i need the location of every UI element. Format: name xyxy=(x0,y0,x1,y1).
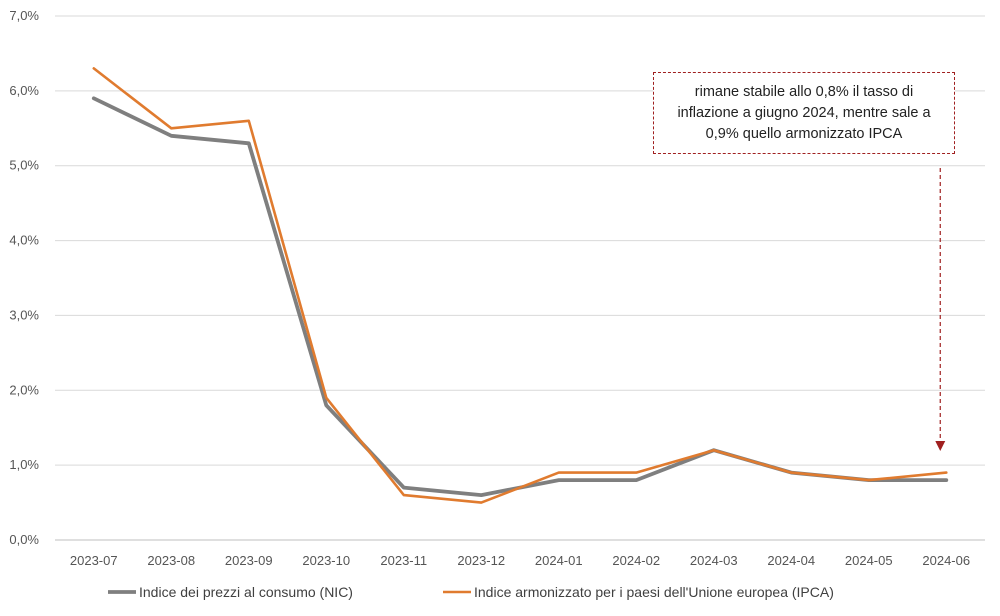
x-tick-label: 2024-04 xyxy=(767,553,815,568)
y-tick-label: 3,0% xyxy=(9,307,39,322)
gridlines xyxy=(55,15,985,541)
y-tick-label: 6,0% xyxy=(9,83,39,98)
legend: Indice dei prezzi al consumo (NIC) Indice… xyxy=(108,584,834,600)
series-line-ipca xyxy=(92,67,948,504)
annotation-box: rimane stabile allo 0,8% il tasso di inf… xyxy=(653,72,955,154)
y-tick-label: 7,0% xyxy=(9,8,39,23)
x-tick-label: 2023-07 xyxy=(70,553,118,568)
x-tick-label: 2023-11 xyxy=(380,553,427,568)
x-tick-label: 2023-08 xyxy=(147,553,195,568)
x-tick-label: 2023-12 xyxy=(457,553,505,568)
legend-label: Indice armonizzato per i paesi dell'Unio… xyxy=(474,584,834,600)
annotation-text: rimane stabile allo 0,8% il tasso di inf… xyxy=(677,83,931,142)
y-tick-label: 4,0% xyxy=(9,233,39,248)
x-tick-label: 2023-09 xyxy=(225,553,273,568)
y-tick-label: 1,0% xyxy=(9,457,39,472)
series-line-nic xyxy=(91,96,949,498)
x-tick-label: 2023-10 xyxy=(302,553,350,568)
y-axis-tick-labels: 0,0% 1,0% 2,0% 3,0% 4,0% 5,0% 6,0% 7,0% xyxy=(9,8,39,547)
y-tick-label: 2,0% xyxy=(9,382,39,397)
x-tick-label: 2024-02 xyxy=(612,553,660,568)
y-tick-label: 5,0% xyxy=(9,158,39,173)
y-tick-label: 0,0% xyxy=(9,532,39,547)
x-tick-label: 2024-03 xyxy=(690,553,738,568)
series-lines xyxy=(91,67,949,504)
x-axis-tick-labels: 2023-07 2023-08 2023-09 2023-10 2023-11 2023-… xyxy=(70,553,970,568)
legend-label: Indice dei prezzi al consumo (NIC) xyxy=(139,584,353,600)
x-tick-label: 2024-05 xyxy=(845,553,893,568)
x-tick-label: 2024-01 xyxy=(535,553,583,568)
x-tick-label: 2024-06 xyxy=(922,553,970,568)
